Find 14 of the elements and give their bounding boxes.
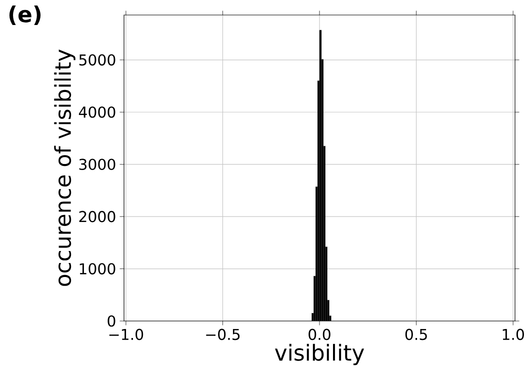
x-tick-label: −1.0 bbox=[109, 328, 144, 340]
x-axis-title: visibility bbox=[275, 344, 364, 366]
y-tick-label: 3000 bbox=[79, 158, 116, 170]
x-tick-label: −0.5 bbox=[206, 328, 240, 340]
x-tick-label: 1.0 bbox=[502, 328, 524, 340]
y-tick-label: 4000 bbox=[78, 106, 116, 118]
y-tick-label: 0 bbox=[108, 315, 116, 327]
y-tick-label: 5000 bbox=[79, 54, 116, 66]
x-tick-label: 0.5 bbox=[405, 328, 427, 340]
y-tick-label: 1000 bbox=[80, 263, 116, 274]
x-tick-label: 0.0 bbox=[308, 328, 330, 340]
y-tick-label: 2000 bbox=[79, 210, 116, 222]
y-axis-title: occurence of visibility bbox=[54, 50, 76, 286]
text: (e) bbox=[9, 6, 41, 26]
